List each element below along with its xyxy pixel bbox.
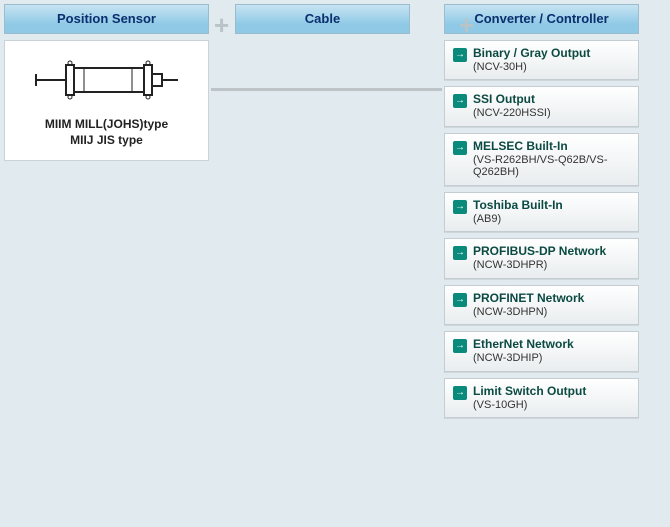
arrow-right-icon: → [453,141,467,155]
converter-item-title: Limit Switch Output [473,385,630,399]
converter-item-title: MELSEC Built-In [473,140,630,154]
middle-divider-line [211,88,442,91]
column-header-middle: Cable [235,4,410,34]
converter-item[interactable]: → Limit Switch Output(VS-10GH) [444,378,639,418]
plus-icon: + [459,10,474,41]
converter-item[interactable]: → MELSEC Built-In(VS-R262BH/VS-Q62B/VS-Q2… [444,133,639,186]
converter-item-sub: (NCV-220HSSI) [473,107,630,120]
converter-item[interactable]: → PROFINET Network(NCW-3DHPN) [444,285,639,325]
sensor-card-label: MIIM MILL(JOHS)type MIIJ JIS type [9,116,204,148]
converter-item-text: Toshiba Built-In(AB9) [473,199,630,225]
arrow-right-icon: → [453,94,467,108]
converter-item-text: EtherNet Network(NCW-3DHIP) [473,338,630,364]
converter-item[interactable]: → SSI Output(NCV-220HSSI) [444,86,639,126]
converter-item-title: SSI Output [473,93,630,107]
converter-item-text: PROFIBUS-DP Network(NCW-3DHPR) [473,245,630,271]
arrow-right-icon: → [453,48,467,62]
column-header-left: Position Sensor [4,4,209,34]
converter-item-text: SSI Output(NCV-220HSSI) [473,93,630,119]
converter-item[interactable]: → EtherNet Network(NCW-3DHIP) [444,331,639,371]
converter-item-title: Toshiba Built-In [473,199,630,213]
converter-item-text: MELSEC Built-In(VS-R262BH/VS-Q62B/VS-Q26… [473,140,630,179]
converter-item-sub: (AB9) [473,213,630,226]
converter-item-title: PROFINET Network [473,292,630,306]
column-position-sensor: Position Sensor [4,0,209,527]
arrow-right-icon: → [453,386,467,400]
three-column-layout: + + Position Sensor [0,0,670,527]
middle-spacer [209,34,444,88]
sensor-label-line1: MIIM MILL(JOHS)type [9,116,204,132]
converter-item-text: Binary / Gray Output(NCV-30H) [473,47,630,73]
converter-item-sub: (VS-10GH) [473,399,630,412]
sensor-card[interactable]: MIIM MILL(JOHS)type MIIJ JIS type [4,40,209,161]
converter-item-sub: (NCW-3DHPR) [473,259,630,272]
column-cable: Cable [209,0,444,527]
arrow-right-icon: → [453,293,467,307]
sensor-label-line2: MIIJ JIS type [9,132,204,148]
sensor-diagram [32,55,182,105]
converter-item-text: PROFINET Network(NCW-3DHPN) [473,292,630,318]
converter-item-title: PROFIBUS-DP Network [473,245,630,259]
converter-item-title: Binary / Gray Output [473,47,630,61]
converter-item-sub: (VS-R262BH/VS-Q62B/VS-Q262BH) [473,154,630,179]
converter-item-sub: (NCV-30H) [473,61,630,74]
converter-item[interactable]: → PROFIBUS-DP Network(NCW-3DHPR) [444,238,639,278]
converter-item-sub: (NCW-3DHIP) [473,352,630,365]
arrow-right-icon: → [453,200,467,214]
converter-item-title: EtherNet Network [473,338,630,352]
plus-icon: + [214,10,229,41]
arrow-right-icon: → [453,246,467,260]
converter-list: → Binary / Gray Output(NCV-30H) → SSI Outpu… [444,34,639,418]
converter-item-sub: (NCW-3DHPN) [473,306,630,319]
converter-item-text: Limit Switch Output(VS-10GH) [473,385,630,411]
converter-item[interactable]: → Binary / Gray Output(NCV-30H) [444,40,639,80]
arrow-right-icon: → [453,339,467,353]
column-converter-controller: Converter / Controller →Binary / Gray Ou… [444,0,639,527]
converter-item[interactable]: → Toshiba Built-In(AB9) [444,192,639,232]
